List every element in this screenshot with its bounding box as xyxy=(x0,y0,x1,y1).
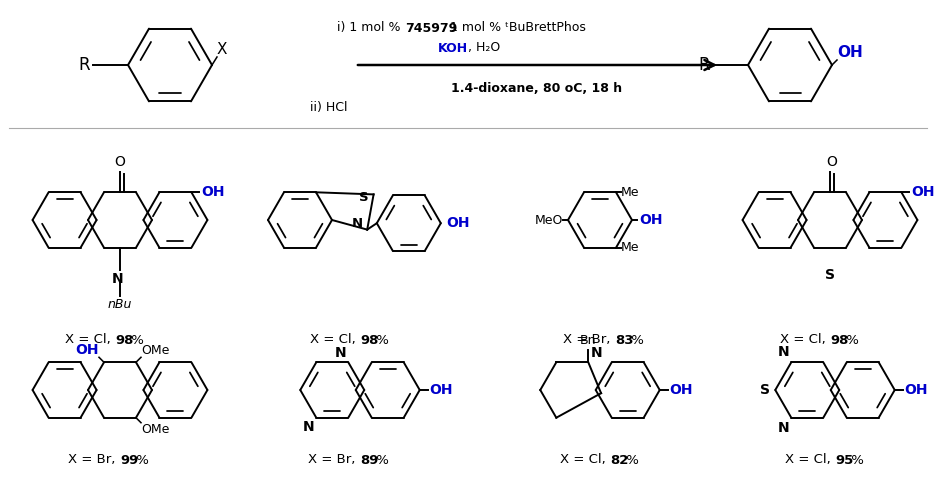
Text: OMe: OMe xyxy=(141,423,169,436)
Text: OH: OH xyxy=(670,383,694,397)
Text: O: O xyxy=(114,155,125,169)
Text: N: N xyxy=(352,217,363,230)
Text: X = Cl,: X = Cl, xyxy=(310,333,360,346)
Text: N: N xyxy=(302,420,314,434)
Text: 745979: 745979 xyxy=(405,21,458,35)
Text: X = Br,: X = Br, xyxy=(68,453,120,467)
Text: %: % xyxy=(622,453,638,467)
Text: %: % xyxy=(372,453,388,467)
Text: X = Cl,: X = Cl, xyxy=(560,453,610,467)
Text: OH: OH xyxy=(905,383,929,397)
Text: %: % xyxy=(846,453,864,467)
Text: i) 1 mol %: i) 1 mol % xyxy=(337,21,404,35)
Text: 99: 99 xyxy=(120,453,139,467)
Text: MeO: MeO xyxy=(534,214,563,226)
Text: OH: OH xyxy=(446,216,469,230)
Text: 98: 98 xyxy=(360,333,378,346)
Text: N: N xyxy=(778,346,789,359)
Text: ii) HCl: ii) HCl xyxy=(310,102,347,115)
Text: 1.4-dioxane, 80 oC, 18 h: 1.4-dioxane, 80 oC, 18 h xyxy=(451,81,622,95)
Text: 95: 95 xyxy=(835,453,854,467)
Text: N: N xyxy=(591,346,602,360)
Text: O: O xyxy=(826,155,838,169)
Text: X = Cl,: X = Cl, xyxy=(780,333,830,346)
Text: OH: OH xyxy=(430,383,453,397)
Text: N: N xyxy=(335,346,346,360)
Text: Bn: Bn xyxy=(580,334,596,347)
Text: S: S xyxy=(760,383,770,397)
Text: 98: 98 xyxy=(830,333,848,346)
Text: OMe: OMe xyxy=(141,345,169,357)
Text: R: R xyxy=(79,56,90,74)
Text: OH: OH xyxy=(76,343,99,357)
Text: N: N xyxy=(778,421,789,435)
Text: KOH: KOH xyxy=(438,41,468,55)
Text: X = Cl,: X = Cl, xyxy=(65,333,115,346)
Text: OH: OH xyxy=(912,185,935,199)
Text: nBu: nBu xyxy=(108,298,132,311)
Text: %: % xyxy=(372,333,388,346)
Text: N: N xyxy=(112,272,124,285)
Text: X = Br,: X = Br, xyxy=(308,453,360,467)
Text: %: % xyxy=(132,453,149,467)
Text: X: X xyxy=(217,42,227,57)
Text: X = Br,: X = Br, xyxy=(563,333,615,346)
Text: S: S xyxy=(359,191,369,204)
Text: Me: Me xyxy=(621,186,639,199)
Text: OH: OH xyxy=(639,213,663,227)
Text: %: % xyxy=(626,333,643,346)
Text: OH: OH xyxy=(201,185,225,199)
Text: S: S xyxy=(825,268,835,282)
Text: OH: OH xyxy=(837,45,863,60)
Text: , 1 mol % ᵗBuBrettPhos: , 1 mol % ᵗBuBrettPhos xyxy=(442,21,586,35)
Text: 83: 83 xyxy=(615,333,634,346)
Text: X = Cl,: X = Cl, xyxy=(785,453,835,467)
Text: %: % xyxy=(126,333,143,346)
Text: 98: 98 xyxy=(115,333,133,346)
Text: 89: 89 xyxy=(360,453,378,467)
Text: , H₂O: , H₂O xyxy=(468,41,500,55)
Text: 82: 82 xyxy=(610,453,628,467)
Text: Me: Me xyxy=(621,241,639,254)
Text: %: % xyxy=(841,333,858,346)
Text: R: R xyxy=(698,56,710,74)
